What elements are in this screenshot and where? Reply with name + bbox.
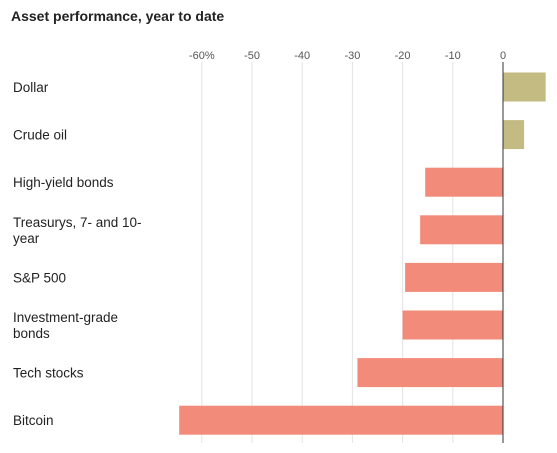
- category-label-line: Crude oil: [13, 128, 67, 143]
- category-label-line: S&P 500: [13, 270, 66, 285]
- category-label: Dollar: [13, 80, 49, 95]
- x-tick-label: -50: [244, 50, 260, 62]
- category-label: Tech stocks: [13, 366, 84, 381]
- category-label: Crude oil: [13, 128, 67, 143]
- category-label-line: High-yield bonds: [13, 175, 114, 190]
- category-label: Treasurys, 7- and 10-year: [13, 215, 142, 246]
- category-label-line: year: [13, 231, 40, 246]
- category-label: S&P 500: [13, 270, 66, 285]
- category-label-line: Treasurys, 7- and 10-: [13, 215, 142, 230]
- category-label: Investment-grade bonds: [13, 310, 118, 341]
- category-label-line: bonds: [13, 326, 50, 341]
- category-label-line: Bitcoin: [13, 413, 54, 428]
- category-label-line: Investment-grade: [13, 310, 118, 325]
- category-label: Bitcoin: [13, 413, 54, 428]
- bar: [503, 120, 525, 150]
- x-tick-label: -30: [344, 50, 360, 62]
- x-tick-label: -60%: [189, 50, 215, 62]
- x-tick-label: 0: [500, 50, 506, 62]
- x-tick-label: -10: [445, 50, 461, 62]
- bar: [357, 358, 503, 388]
- chart-title: Asset performance, year to date: [11, 8, 225, 24]
- category-label-line: Dollar: [13, 80, 49, 95]
- bar: [420, 215, 503, 245]
- x-tick-label: -40: [294, 50, 310, 62]
- bar: [503, 72, 546, 102]
- bar: [405, 262, 503, 292]
- bar: [425, 167, 503, 197]
- bar: [179, 405, 503, 435]
- x-tick-label: -20: [395, 50, 411, 62]
- category-label-line: Tech stocks: [13, 366, 84, 381]
- category-label: High-yield bonds: [13, 175, 114, 190]
- bar: [402, 310, 503, 340]
